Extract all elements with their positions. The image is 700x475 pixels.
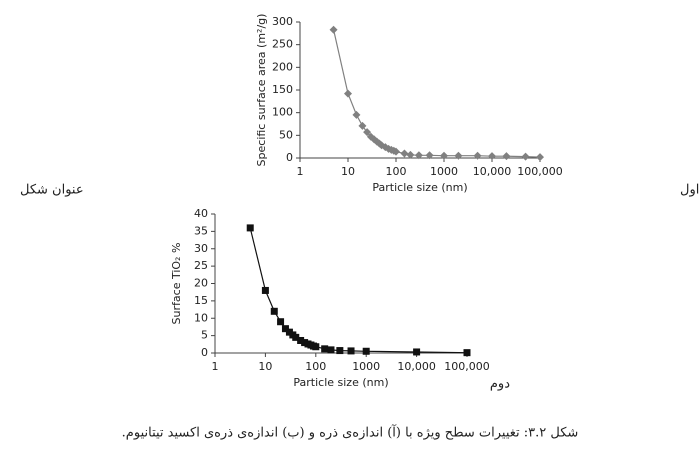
marker <box>312 343 320 351</box>
x-axis-label: Particle size (nm) <box>372 181 467 194</box>
y-tick-label: 5 <box>201 329 208 342</box>
marker <box>536 153 544 162</box>
y-tick-label: 150 <box>272 83 293 96</box>
marker <box>281 325 289 333</box>
y-tick-label: 200 <box>272 60 293 73</box>
x-tick-label: 1 <box>212 360 219 373</box>
x-tick-label: 10 <box>258 360 272 373</box>
x-tick-label: 100 <box>386 165 407 178</box>
marker <box>352 110 361 119</box>
marker <box>336 347 344 355</box>
y-axis-label: Surface TiO₂ % <box>170 243 183 325</box>
marker <box>473 151 482 160</box>
x-tick-label: 10,000 <box>473 165 512 178</box>
marker <box>502 152 511 161</box>
y-tick-label: 0 <box>201 346 208 359</box>
y-tick-label: 10 <box>194 311 208 324</box>
marker <box>270 307 278 315</box>
marker <box>392 147 400 156</box>
data-line <box>333 29 541 158</box>
x-tick-label: 10,000 <box>397 360 436 373</box>
marker <box>425 151 434 160</box>
marker <box>413 348 421 356</box>
marker <box>454 151 463 160</box>
marker <box>277 318 285 326</box>
caption: شکل ۳.۲: تغییرات سطح ویژه با (آ) اندازه‌… <box>122 424 579 441</box>
x-tick-label: 10 <box>341 165 355 178</box>
x-tick-label: 100 <box>305 360 326 373</box>
y-tick-label: 0 <box>286 151 293 164</box>
y-tick-label: 20 <box>194 277 208 290</box>
second-figure-title-cont: دوم <box>490 377 510 392</box>
y-tick-label: 35 <box>194 224 208 237</box>
y-tick-label: 50 <box>279 128 293 141</box>
marker <box>400 149 409 158</box>
marker <box>261 286 269 294</box>
marker <box>246 224 254 232</box>
x-tick-label: 1 <box>297 165 304 178</box>
marker <box>362 347 370 355</box>
data-line <box>249 227 468 354</box>
marker <box>297 336 305 344</box>
marker <box>327 346 335 354</box>
marker <box>347 347 355 355</box>
marker <box>329 25 338 34</box>
y-tick-label: 15 <box>194 294 208 307</box>
marker <box>488 152 496 161</box>
x-axis-label: Particle size (nm) <box>293 376 388 389</box>
second-figure-title: عنوان شکل <box>20 183 84 198</box>
y-tick-label: 300 <box>272 15 293 28</box>
y-tick-label: 100 <box>272 106 293 119</box>
marker <box>358 121 367 130</box>
marker <box>406 150 415 159</box>
y-tick-label: 30 <box>194 242 208 255</box>
marker <box>521 152 530 161</box>
marker <box>344 89 352 98</box>
y-axis-label: Specific surface area (m²/g) <box>255 14 268 167</box>
marker <box>463 349 471 357</box>
first-figure-title: عنوان شکل اول <box>680 183 700 198</box>
marker <box>440 151 448 160</box>
marker <box>321 345 329 353</box>
x-tick-label: 1000 <box>430 165 458 178</box>
y-tick-label: 25 <box>194 259 208 272</box>
y-tick-label: 40 <box>194 207 208 220</box>
marker <box>414 151 423 160</box>
marker <box>363 128 372 137</box>
x-tick-label: 100,000 <box>444 360 490 373</box>
x-tick-label: 100,000 <box>517 165 563 178</box>
y-tick-label: 250 <box>272 38 293 51</box>
marker <box>292 333 300 341</box>
x-tick-label: 1000 <box>352 360 380 373</box>
